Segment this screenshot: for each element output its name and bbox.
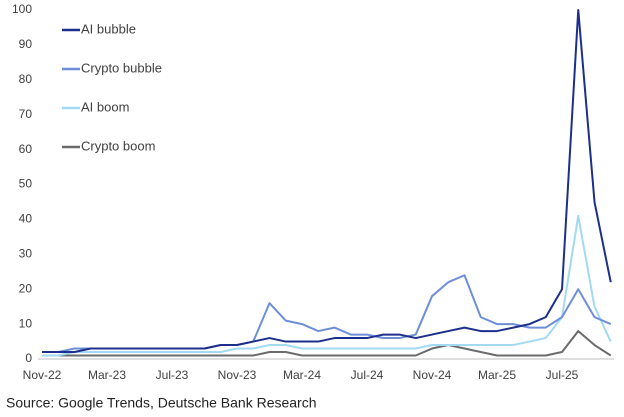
y-tick-label: 80 (19, 72, 33, 86)
x-tick-label: Jul-23 (156, 368, 189, 382)
y-tick-label: 60 (19, 142, 33, 156)
x-tick-label: Jul-24 (351, 368, 384, 382)
y-tick-label: 70 (19, 107, 33, 121)
y-tick-label: 30 (19, 246, 33, 260)
y-tick-label: 100 (12, 2, 32, 16)
series-line (42, 330, 612, 357)
x-tick-label: Jul-25 (546, 368, 579, 382)
series-line (42, 214, 612, 357)
y-tick-label: 0 (25, 351, 32, 365)
x-tick-label: Mar-24 (283, 368, 321, 382)
source: Source: Google Trends, Deutsche Bank Res… (6, 395, 317, 411)
y-tick-label: 90 (19, 37, 33, 51)
series-line (42, 9, 612, 354)
legend-label: Crypto boom (81, 138, 155, 153)
x-tick-label: Mar-25 (478, 368, 516, 382)
x-tick-label: Nov-24 (413, 368, 452, 382)
legend-label: Crypto bubble (81, 60, 162, 75)
x-tick-label: Nov-22 (23, 368, 62, 382)
legend-label: AI bubble (81, 21, 136, 36)
y-tick-label: 40 (19, 212, 33, 226)
x-tick-label: Nov-23 (218, 368, 257, 382)
y-tick-label: 10 (19, 316, 33, 330)
legend-label: AI boom (81, 99, 129, 114)
x-tick-label: Mar-23 (88, 368, 126, 382)
y-tick-label: 50 (19, 177, 33, 191)
y-tick-label: 20 (19, 281, 33, 295)
